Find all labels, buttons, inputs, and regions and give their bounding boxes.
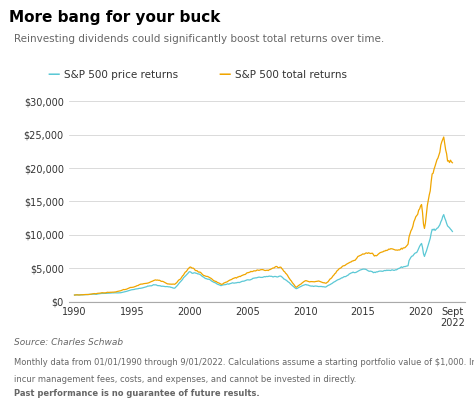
Text: —: — xyxy=(218,68,230,81)
Text: S&P 500 price returns: S&P 500 price returns xyxy=(64,70,178,80)
Text: S&P 500 total returns: S&P 500 total returns xyxy=(235,70,346,80)
Text: —: — xyxy=(47,68,60,81)
Text: Monthly data from 01/01/1990 through 9/01/2022. Calculations assume a starting p: Monthly data from 01/01/1990 through 9/0… xyxy=(14,358,474,367)
Text: Past performance is no guarantee of future results.: Past performance is no guarantee of futu… xyxy=(14,389,260,398)
Text: More bang for your buck: More bang for your buck xyxy=(9,10,221,25)
Text: Source: Charles Schwab: Source: Charles Schwab xyxy=(14,338,123,347)
Text: Reinvesting dividends could significantly boost total returns over time.: Reinvesting dividends could significantl… xyxy=(14,34,384,45)
Text: incur management fees, costs, and expenses, and cannot be invested in directly.: incur management fees, costs, and expens… xyxy=(14,375,359,384)
